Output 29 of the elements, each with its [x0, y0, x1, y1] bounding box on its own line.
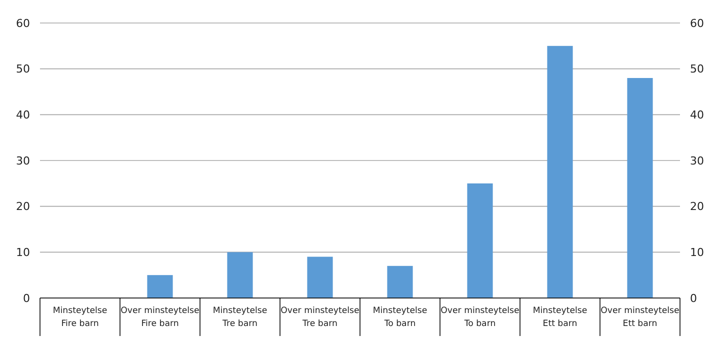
y-tick-label: 20	[16, 200, 30, 214]
bar	[547, 46, 573, 298]
bar	[627, 78, 653, 298]
y-tick-label: 10	[16, 246, 30, 260]
y-tick-label: 30	[16, 154, 30, 168]
bar	[387, 266, 413, 298]
x-tick-label: Over minsteytelse Ett barn	[600, 306, 680, 329]
y-tick-label: 0	[23, 292, 30, 305]
y2-tick-label: 10	[690, 246, 704, 260]
y2-tick-label: 20	[690, 200, 704, 214]
y2-tick-label: 40	[690, 108, 704, 122]
y-tick-label: 60	[16, 16, 30, 30]
bar	[307, 256, 333, 298]
bar	[147, 275, 173, 298]
x-tick-label: Minsteytelse To barn	[372, 306, 428, 329]
y2-tick-label: 50	[690, 62, 704, 76]
bar	[467, 183, 493, 298]
x-tick-label: Over minsteytelse Tre barn	[280, 306, 360, 329]
x-tick-label: Over minsteytelse To barn	[440, 306, 520, 329]
bar	[227, 252, 253, 298]
y2-tick-label: 0	[690, 292, 697, 305]
x-tick-label: Minsteytelse Fire barn	[52, 306, 108, 329]
y2-tick-label: 60	[690, 16, 704, 30]
y2-tick-label: 30	[690, 154, 704, 168]
x-tick-label: Minsteytelse Tre barn	[212, 306, 268, 329]
y-tick-label: 50	[16, 62, 30, 76]
y-tick-label: 40	[16, 108, 30, 122]
x-tick-label: Minsteytelse Ett barn	[532, 306, 588, 329]
x-tick-label: Over minsteytelse Fire barn	[120, 306, 200, 329]
